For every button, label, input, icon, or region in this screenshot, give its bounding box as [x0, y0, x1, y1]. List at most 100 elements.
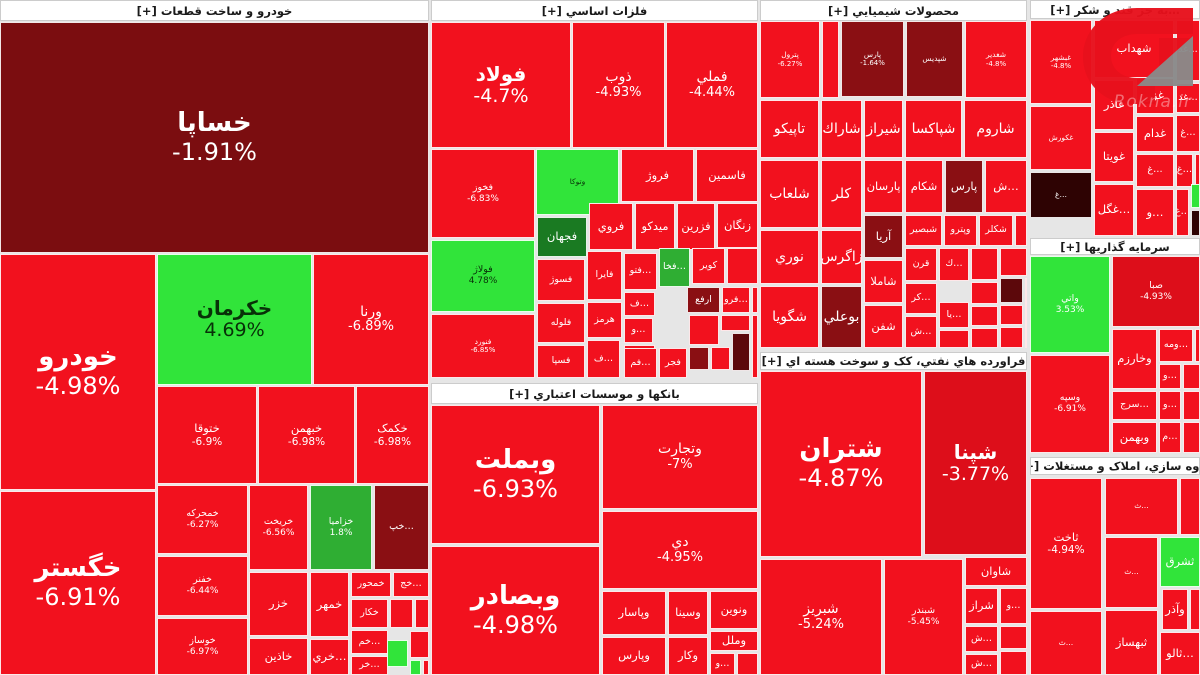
treemap-tile[interactable]: …ف: [587, 340, 620, 378]
treemap-tile[interactable]: …غ: [1136, 154, 1174, 187]
treemap-tile[interactable]: [387, 640, 408, 667]
treemap-tile[interactable]: خبهمن -6.98%: [258, 386, 355, 484]
treemap-tile[interactable]: ورنا -6.89%: [313, 254, 429, 385]
treemap-tile[interactable]: شغدير -4.8%: [965, 21, 1027, 98]
treemap-tile[interactable]: [390, 599, 413, 628]
treemap-tile[interactable]: [822, 21, 839, 98]
treemap-tile[interactable]: پترول -6.27%: [760, 21, 820, 98]
treemap-tile[interactable]: …و: [710, 653, 735, 675]
treemap-tile[interactable]: …و: [1159, 391, 1181, 420]
treemap-tile[interactable]: …خر: [351, 656, 388, 675]
treemap-tile[interactable]: شپاكسا: [905, 100, 962, 158]
treemap-tile[interactable]: …كر: [905, 283, 937, 314]
treemap-tile[interactable]: شاملا: [864, 260, 903, 303]
section-header-chemicals[interactable]: محصولات شيميايي [+]: [760, 0, 1027, 21]
treemap-tile[interactable]: هرمز: [587, 302, 622, 338]
treemap-tile[interactable]: وملل: [710, 631, 758, 651]
treemap-tile[interactable]: …ومه: [1159, 329, 1193, 362]
treemap-tile[interactable]: پارس: [945, 160, 983, 213]
treemap-tile[interactable]: تاپيکو: [760, 100, 819, 158]
treemap-tile[interactable]: [939, 330, 969, 348]
treemap-tile[interactable]: [971, 328, 998, 348]
treemap-tile[interactable]: غويتا: [1094, 132, 1134, 182]
treemap-tile[interactable]: [971, 248, 998, 280]
treemap-tile[interactable]: [1195, 329, 1200, 362]
treemap-tile[interactable]: شاراك: [821, 100, 862, 158]
treemap-tile[interactable]: وبهمن: [1112, 422, 1157, 453]
treemap-tile[interactable]: …غ: [1176, 154, 1193, 187]
treemap-tile[interactable]: فولاد -4.7%: [431, 22, 571, 148]
treemap-tile[interactable]: …ث: [1030, 611, 1102, 675]
treemap-tile[interactable]: فزرين: [677, 203, 715, 250]
treemap-tile[interactable]: فاسمين: [696, 149, 758, 202]
treemap-tile[interactable]: صبا -4.93%: [1112, 256, 1200, 327]
treemap-tile[interactable]: …ف: [624, 292, 655, 316]
treemap-tile[interactable]: …ش: [985, 160, 1027, 213]
treemap-tile[interactable]: [1191, 184, 1200, 208]
treemap-tile[interactable]: پارس -1.64%: [841, 21, 904, 97]
treemap-tile[interactable]: …غد: [1176, 83, 1200, 113]
treemap-tile[interactable]: …خپ: [374, 485, 429, 570]
treemap-tile[interactable]: …غ: [1176, 189, 1189, 236]
treemap-tile[interactable]: خودرو -4.98%: [0, 254, 156, 490]
treemap-tile[interactable]: [1000, 248, 1027, 276]
section-header-auto[interactable]: خودرو و ساخت قطعات [+]: [0, 0, 429, 21]
treemap-tile[interactable]: …فخا: [659, 248, 690, 287]
treemap-tile[interactable]: دي -4.95%: [602, 511, 758, 589]
treemap-tile[interactable]: زنگان: [717, 203, 758, 248]
treemap-tile[interactable]: [1183, 391, 1200, 420]
treemap-tile[interactable]: ختوقا -6.9%: [157, 386, 257, 484]
treemap-tile[interactable]: شبندر -5.45%: [884, 559, 963, 675]
treemap-tile[interactable]: …ثالو: [1160, 632, 1200, 675]
section-header-investments[interactable]: سرمايه گذاريها [+]: [1030, 238, 1200, 255]
treemap-tile[interactable]: [752, 315, 758, 378]
treemap-tile[interactable]: خزاميا 1.8%: [310, 485, 372, 570]
treemap-tile[interactable]: ونوين: [710, 591, 758, 629]
treemap-tile[interactable]: …يا: [939, 302, 969, 328]
treemap-tile[interactable]: …غ: [1030, 172, 1092, 218]
treemap-tile[interactable]: شبريز -5.24%: [760, 559, 882, 675]
treemap-tile[interactable]: پارسان: [864, 160, 903, 213]
treemap-tile[interactable]: قرن: [905, 248, 937, 281]
treemap-tile[interactable]: خمهر: [310, 572, 349, 637]
treemap-tile[interactable]: [1000, 651, 1027, 675]
treemap-tile[interactable]: وبملت -6.93%: [431, 405, 600, 544]
treemap-tile[interactable]: …ث: [1105, 537, 1158, 608]
treemap-tile[interactable]: فملي -4.44%: [666, 22, 758, 148]
treemap-tile[interactable]: …خري: [310, 639, 349, 675]
treemap-tile[interactable]: وپارس: [602, 637, 666, 675]
treemap-tile[interactable]: فايرا: [587, 251, 622, 300]
treemap-tile[interactable]: [752, 287, 758, 313]
treemap-tile[interactable]: خساپا -1.91%: [0, 22, 429, 253]
treemap-tile[interactable]: شبصير: [905, 215, 942, 246]
treemap-tile[interactable]: خکار: [351, 599, 388, 628]
section-header-food[interactable]: …به جز قند و شکر [+]: [1030, 0, 1200, 19]
treemap-tile[interactable]: …و: [624, 318, 653, 343]
treemap-tile[interactable]: واتي 3.53%: [1030, 256, 1110, 353]
treemap-tile[interactable]: كلر: [821, 160, 862, 228]
treemap-tile[interactable]: …ش: [965, 654, 998, 675]
treemap-tile[interactable]: وکار: [668, 637, 708, 675]
treemap-tile[interactable]: نوري: [760, 230, 819, 284]
section-header-banks[interactable]: بانکها و موسسات اعتباري [+]: [431, 383, 758, 404]
treemap-tile[interactable]: …غگل: [1094, 184, 1134, 236]
treemap-tile[interactable]: غبشهر -4.8%: [1030, 20, 1092, 104]
treemap-tile[interactable]: فنورد -6.85%: [431, 314, 535, 378]
treemap-tile[interactable]: [1000, 278, 1023, 303]
treemap-tile[interactable]: خکمک -6.98%: [356, 386, 429, 484]
treemap-tile[interactable]: …فم: [624, 348, 657, 378]
treemap-tile[interactable]: [1190, 589, 1200, 630]
treemap-tile[interactable]: ذوب -4.93%: [572, 22, 665, 148]
treemap-tile[interactable]: ميدكو: [635, 203, 675, 250]
treemap-tile[interactable]: وپاسار: [602, 591, 666, 635]
treemap-tile[interactable]: فخوز -6.83%: [431, 149, 535, 238]
treemap-tile[interactable]: شلعاب: [760, 160, 819, 228]
treemap-tile[interactable]: [1015, 215, 1027, 246]
treemap-tile[interactable]: بوعلي: [821, 286, 862, 348]
treemap-tile[interactable]: خفنر -6.44%: [157, 556, 248, 616]
section-header-oil[interactable]: فراورده هاي نفتي، کک و سوخت هسته اي [+]: [760, 352, 1027, 370]
treemap-tile[interactable]: …خم: [351, 630, 388, 654]
treemap-tile[interactable]: وسپه -6.91%: [1030, 355, 1110, 453]
treemap-tile[interactable]: خاذين: [249, 638, 308, 675]
treemap-tile[interactable]: شپديس: [906, 21, 963, 97]
